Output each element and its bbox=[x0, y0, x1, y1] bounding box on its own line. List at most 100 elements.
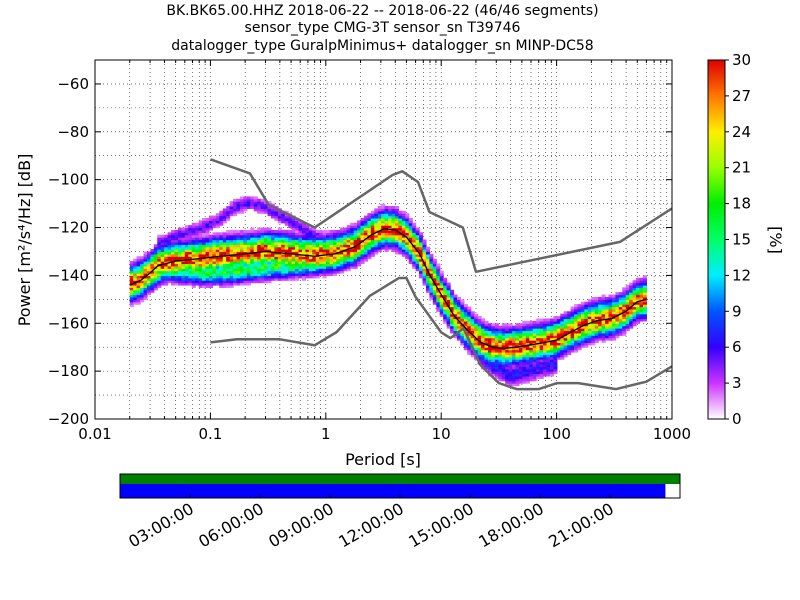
pdf-cell bbox=[518, 373, 523, 377]
pdf-cell bbox=[336, 237, 341, 241]
pdf-cell bbox=[491, 359, 496, 363]
pdf-cell bbox=[308, 246, 313, 250]
pdf-cell bbox=[470, 351, 475, 355]
pdf-cell bbox=[301, 263, 306, 267]
pdf-cell bbox=[591, 306, 596, 310]
pdf-cell bbox=[501, 349, 506, 353]
pdf-cell bbox=[622, 294, 627, 298]
pdf-cell bbox=[560, 342, 565, 346]
pdf-cell bbox=[567, 311, 572, 315]
pdf-cell bbox=[202, 270, 207, 274]
pdf-cell bbox=[177, 232, 182, 236]
pdf-cell bbox=[322, 268, 327, 272]
pdf-cell bbox=[481, 347, 486, 351]
pdf-cell bbox=[591, 311, 596, 315]
pdf-cell bbox=[546, 328, 551, 332]
pdf-cell bbox=[587, 335, 592, 339]
pdf-cell bbox=[202, 244, 207, 248]
pdf-cell bbox=[305, 239, 310, 243]
pdf-cell bbox=[487, 354, 492, 358]
pdf-cell bbox=[246, 201, 251, 205]
pdf-cell bbox=[246, 273, 251, 276]
pdf-cell bbox=[195, 275, 200, 279]
pdf-cell bbox=[136, 301, 141, 305]
pdf-cell bbox=[560, 356, 565, 360]
pdf-cell bbox=[446, 311, 451, 315]
pdf-cell bbox=[391, 229, 396, 233]
pdf-cell bbox=[246, 265, 251, 269]
pdf-cell bbox=[377, 239, 382, 243]
pdf-cell bbox=[615, 301, 620, 305]
pdf-cell bbox=[484, 340, 489, 344]
pdf-cell bbox=[625, 296, 630, 300]
pdf-cell bbox=[377, 220, 382, 224]
pdf-cell bbox=[443, 313, 448, 317]
pdf-cell bbox=[412, 263, 417, 267]
pdf-cell bbox=[618, 323, 623, 327]
pdf-cell bbox=[140, 265, 145, 269]
pdf-cell bbox=[443, 292, 448, 296]
pdf-cell bbox=[487, 335, 492, 339]
pdf-cell bbox=[594, 332, 599, 336]
pdf-cell bbox=[401, 227, 406, 231]
pdf-cell bbox=[146, 268, 151, 272]
pdf-cell bbox=[150, 256, 155, 260]
pdf-cell bbox=[284, 263, 289, 267]
pdf-cell bbox=[605, 328, 610, 332]
pdf-cell bbox=[553, 320, 558, 324]
pdf-cell bbox=[543, 342, 548, 346]
pdf-cell bbox=[453, 318, 458, 322]
pdf-cell bbox=[563, 323, 568, 327]
pdf-cell bbox=[522, 335, 527, 339]
pdf-cell bbox=[580, 323, 585, 327]
pdf-cell bbox=[267, 237, 272, 241]
pdf-cell bbox=[460, 335, 465, 339]
pdf-cell bbox=[518, 340, 523, 344]
pdf-cell bbox=[295, 232, 300, 236]
pdf-cell bbox=[288, 239, 293, 243]
pdf-cell bbox=[456, 328, 461, 332]
pdf-cell bbox=[215, 253, 220, 257]
pdf-cell bbox=[205, 261, 210, 265]
pdf-cell bbox=[484, 349, 489, 353]
pdf-cell bbox=[570, 318, 575, 322]
pdf-cell bbox=[505, 351, 510, 355]
pdf-cell bbox=[281, 265, 286, 269]
pdf-cell bbox=[208, 237, 213, 241]
pdf-cell bbox=[208, 215, 213, 219]
pdf-cell bbox=[202, 239, 207, 243]
pdf-cell bbox=[188, 261, 193, 265]
pdf-cell bbox=[219, 261, 224, 265]
pdf-cell bbox=[367, 213, 372, 217]
pdf-cell bbox=[140, 258, 145, 262]
pdf-cell bbox=[243, 232, 248, 236]
pdf-cell bbox=[129, 301, 134, 305]
pdf-cell bbox=[532, 335, 537, 339]
pdf-cell bbox=[298, 229, 303, 233]
pdf-cell bbox=[594, 323, 599, 327]
pdf-cell bbox=[481, 330, 486, 334]
pdf-cell bbox=[615, 335, 620, 339]
pdf-cell bbox=[518, 375, 523, 379]
pdf-cell bbox=[250, 275, 255, 279]
pdf-cell bbox=[453, 308, 458, 312]
pdf-cell bbox=[153, 258, 158, 262]
pdf-cell bbox=[267, 256, 272, 260]
pdf-cell bbox=[329, 268, 334, 272]
pdf-cell bbox=[329, 241, 334, 245]
pdf-cell bbox=[443, 301, 448, 305]
pdf-cell bbox=[642, 277, 647, 281]
pdf-cell bbox=[153, 273, 158, 276]
pdf-cell bbox=[257, 244, 262, 248]
pdf-cell bbox=[360, 234, 365, 238]
pdf-cell bbox=[208, 265, 213, 269]
pdf-cell bbox=[522, 351, 527, 355]
pdf-cell bbox=[319, 268, 324, 272]
pdf-cell bbox=[164, 246, 169, 250]
pdf-cell bbox=[481, 325, 486, 329]
pdf-cell bbox=[415, 241, 420, 245]
pdf-cell bbox=[326, 244, 331, 248]
pdf-cell bbox=[257, 277, 262, 281]
pdf-cell bbox=[222, 268, 227, 272]
pdf-cell bbox=[450, 301, 455, 305]
